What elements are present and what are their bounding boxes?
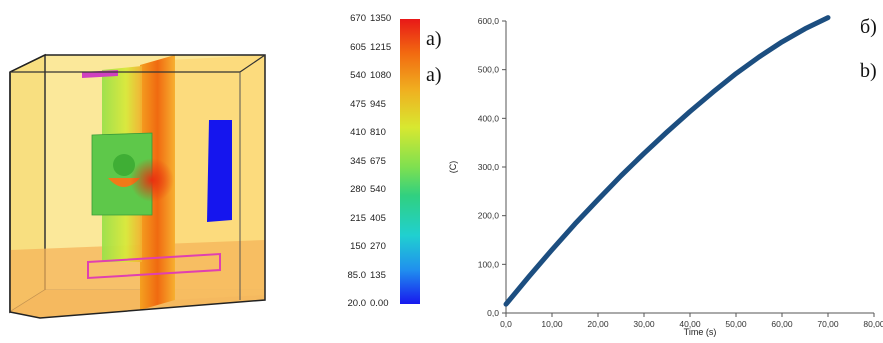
colorbar-tick-label: 270 — [370, 241, 386, 252]
colorbar-tick-label: 1350 — [370, 13, 392, 24]
x-tick-label: 20,00 — [587, 319, 609, 329]
y-tick-label: 300,0 — [478, 162, 500, 172]
y-axis-label: (C) — [448, 161, 458, 174]
colorbar-tick-label: 1215 — [370, 41, 392, 53]
y-tick-label: 500,0 — [478, 65, 500, 75]
plot-marker-2: b) — [860, 60, 877, 82]
x-tick-label: 10,00 — [541, 319, 563, 329]
burner-core — [113, 154, 135, 176]
lower-zone — [10, 240, 265, 318]
room-model-illustration — [9, 53, 266, 319]
colorbar-tick-label: 20.0 — [347, 298, 367, 309]
colorbar-tick-label: 1080 — [370, 70, 392, 81]
x-tick-label: 40,00 — [679, 319, 701, 329]
window-opening — [207, 120, 232, 222]
y-tick-label: 400,0 — [478, 113, 500, 123]
colorbar-scale-a: 670 605 540 475 410 345 280 215 150 85.0 20.0 — [330, 0, 367, 338]
y-tick-label: 0,0 — [487, 308, 499, 318]
colorbar-tick-label: 540 — [350, 70, 366, 81]
colorbar-tick-label: 675 — [370, 155, 386, 167]
colorbar-tick-label: 810 — [370, 127, 386, 138]
plot-marker-1: б) — [860, 16, 877, 38]
temperature-chart: 0,0 100,0 200,0 300,0 400,0 500,0 600,0 0,0 10,0… — [440, 0, 883, 338]
colorbar-tick-label: 605 — [350, 41, 366, 53]
x-tick-label: 30,00 — [633, 319, 655, 329]
y-tick-label: 100,0 — [478, 259, 500, 269]
colorbar-tick-label: 280 — [350, 184, 366, 195]
ceiling-edge-right — [239, 54, 266, 73]
hot-spot — [130, 158, 174, 202]
simulation-model-view — [0, 0, 290, 338]
x-tick-label: 50,00 — [725, 319, 747, 329]
colorbar-tick-label: 150 — [350, 241, 366, 252]
colorbar-tick-label: 670 — [350, 13, 366, 24]
y-tick-label: 600,0 — [478, 16, 500, 26]
colorbar-tick-label: 85.0 — [347, 269, 367, 281]
colorbar-tick-label: 540 — [370, 184, 386, 195]
colorbar-tick-label: 215 — [350, 212, 366, 224]
x-tick-label: 60,00 — [771, 319, 793, 329]
colorbar-tick-label: 945 — [370, 98, 386, 110]
x-tick-label: 0,0 — [500, 319, 512, 329]
colorbar-legend: 670 605 540 475 410 345 280 215 150 85.0 20.0 1350… — [330, 0, 460, 338]
temperature-series-line — [503, 15, 831, 307]
colorbar-tick-label: 135 — [370, 269, 386, 281]
colorbar-tick-label: 345 — [350, 155, 366, 167]
colorbar-tick-label: 405 — [370, 212, 386, 224]
colorbar-tick-label: 0.00 — [370, 298, 389, 309]
line-chart: 0,0 100,0 200,0 300,0 400,0 500,0 600,0 0,0 10,0… — [448, 15, 883, 337]
colorbar-tick-label: 475 — [350, 98, 366, 110]
room-outline — [9, 54, 266, 319]
floor-opening — [87, 252, 221, 280]
x-tick-label: 80,00 — [863, 319, 883, 329]
colorbar-tick-label: 410 — [350, 127, 366, 138]
colorbar-scale-b: 1350 1215 1080 945 810 675 540 405 270 135 0.00 — [370, 0, 406, 338]
colorbar-marker-2: a) — [426, 64, 442, 86]
colorbar-marker-1: a) — [426, 28, 442, 50]
y-tick-label: 200,0 — [478, 211, 500, 221]
colorbar-gradient — [400, 19, 420, 304]
x-axis-label: Time (s) — [684, 327, 717, 337]
x-tick-label: 70,00 — [817, 319, 839, 329]
